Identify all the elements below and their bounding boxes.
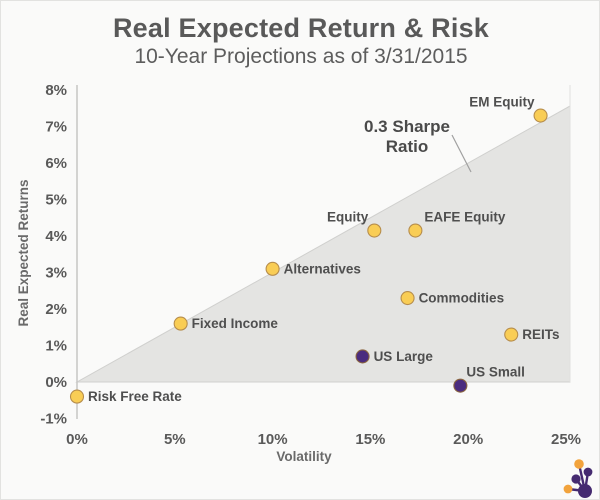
x-tick-label: 0% bbox=[66, 431, 88, 448]
data-point-fixed-income bbox=[173, 316, 188, 331]
data-point-label: Equity bbox=[327, 210, 369, 225]
data-point-label: Commodities bbox=[419, 291, 505, 306]
annotation-callout-line bbox=[451, 134, 472, 173]
logo-hub-node bbox=[578, 484, 592, 498]
y-tick-label: 4% bbox=[45, 228, 67, 245]
chart-subtitle: 10-Year Projections as of 3/31/2015 bbox=[134, 45, 468, 68]
x-tick-label: 25% bbox=[551, 431, 581, 448]
data-point-label: Risk Free Rate bbox=[88, 389, 182, 404]
y-tick-label: 2% bbox=[45, 301, 67, 318]
y-tick-label: 3% bbox=[45, 265, 67, 282]
data-point-eafe-equity bbox=[408, 223, 423, 238]
chart-title: Real Expected Return & Risk bbox=[112, 13, 490, 43]
data-point-label: US Large bbox=[374, 349, 434, 364]
data-point-label: Fixed Income bbox=[192, 316, 279, 331]
data-point-equity bbox=[367, 223, 382, 238]
y-tick-label: 7% bbox=[45, 119, 67, 136]
sharpe-annotation-line1: 0.3 Sharpe bbox=[364, 117, 450, 136]
data-point-label: EM Equity bbox=[469, 95, 535, 110]
y-axis-title: Real Expected Returns bbox=[16, 179, 31, 326]
logo-node-yellow bbox=[574, 459, 584, 469]
y-tick-label: 6% bbox=[45, 155, 67, 172]
logo-node-yellow bbox=[563, 484, 573, 494]
x-tick-label: 15% bbox=[355, 431, 385, 448]
y-tick-label: 0% bbox=[45, 374, 67, 391]
x-tick-label: 5% bbox=[164, 431, 186, 448]
x-axis-title: Volatility bbox=[276, 449, 332, 464]
y-tick-label: 5% bbox=[45, 192, 67, 209]
logo-node-purple bbox=[583, 467, 593, 477]
y-tick-label: 1% bbox=[45, 338, 67, 355]
y-tick-label: 8% bbox=[45, 82, 67, 99]
y-tick-label: -1% bbox=[40, 411, 67, 428]
data-point-us-large bbox=[355, 349, 370, 364]
data-point-label: US Small bbox=[466, 365, 525, 380]
sharpe-region bbox=[75, 105, 571, 383]
sharpe-annotation-line2: Ratio bbox=[386, 137, 429, 156]
x-tick-label: 10% bbox=[258, 431, 288, 448]
data-point-label: EAFE Equity bbox=[424, 210, 505, 225]
data-point-label: Alternatives bbox=[284, 261, 361, 276]
data-point-alternatives bbox=[265, 261, 280, 276]
data-point-label: REITs bbox=[522, 327, 559, 342]
data-point-reits bbox=[504, 327, 519, 342]
network-logo-icon bbox=[563, 459, 593, 498]
data-point-commodities bbox=[400, 290, 415, 306]
logo-node-purple bbox=[571, 474, 581, 484]
x-tick-label: 20% bbox=[453, 431, 483, 448]
data-point-risk-free-rate bbox=[69, 389, 85, 404]
data-point-em-equity bbox=[533, 108, 548, 123]
data-point-us-small bbox=[453, 378, 468, 393]
